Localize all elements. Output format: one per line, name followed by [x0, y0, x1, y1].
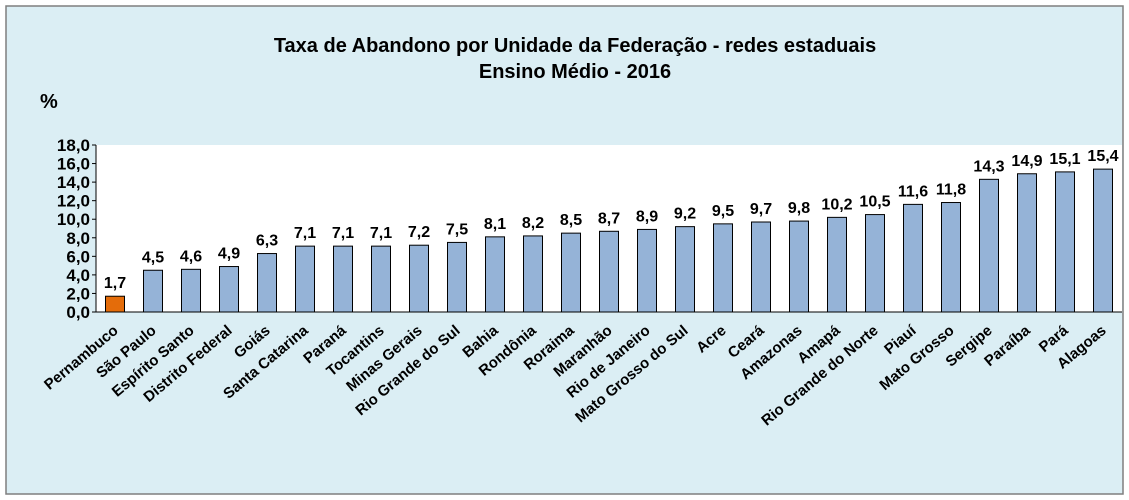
data-label: 7,2 [408, 224, 430, 241]
bar [485, 236, 505, 313]
bar [827, 216, 847, 313]
data-label: 4,9 [218, 246, 240, 263]
bar [713, 223, 733, 313]
bar [143, 269, 163, 313]
bar [333, 245, 353, 313]
bar [181, 268, 201, 313]
bar [523, 235, 543, 313]
data-label: 14,3 [973, 158, 1004, 175]
data-label: 9,7 [750, 201, 772, 218]
bar [865, 214, 885, 313]
bar [295, 245, 315, 313]
bar [371, 245, 391, 313]
data-label: 9,8 [788, 200, 810, 217]
data-label: 8,5 [560, 212, 582, 229]
y-tick-label: 4,0 [66, 266, 90, 285]
bar [979, 178, 999, 313]
data-label: 10,2 [821, 196, 852, 213]
data-label: 6,3 [256, 233, 278, 250]
data-label: 4,5 [142, 249, 164, 266]
data-label: 8,1 [484, 216, 506, 233]
bar [1093, 168, 1113, 313]
y-tick-label: 6,0 [66, 247, 90, 266]
data-label: 7,1 [370, 225, 392, 242]
bar [257, 253, 277, 313]
data-label: 7,1 [294, 225, 316, 242]
bar [637, 228, 657, 313]
data-label: 9,2 [674, 206, 696, 223]
bar [675, 226, 695, 313]
y-tick-label: 8,0 [66, 229, 90, 248]
data-label: 10,5 [859, 194, 890, 211]
y-tick-label: 14,0 [57, 173, 90, 192]
y-tick-label: 10,0 [57, 210, 90, 229]
bar [561, 232, 581, 313]
data-label: 8,2 [522, 215, 544, 232]
y-tick-label: 18,0 [57, 136, 90, 155]
y-tick-label: 12,0 [57, 192, 90, 211]
bar [105, 295, 125, 313]
data-label: 15,4 [1087, 148, 1118, 165]
bar [409, 244, 429, 313]
y-axis-label: % [40, 91, 58, 113]
bar [1055, 171, 1075, 313]
data-label: 9,5 [712, 203, 734, 220]
data-label: 8,9 [636, 208, 658, 225]
data-label: 11,6 [898, 183, 928, 200]
data-label: 4,6 [180, 248, 202, 265]
data-label: 1,7 [104, 275, 126, 292]
data-label: 14,9 [1011, 153, 1042, 170]
bar [447, 241, 467, 313]
data-label: 11,8 [936, 182, 966, 199]
bar [599, 230, 619, 313]
bar [941, 202, 961, 313]
bar [1017, 173, 1037, 313]
y-tick-label: 16,0 [57, 155, 90, 174]
data-label: 15,1 [1049, 151, 1080, 168]
chart-subtitle: Ensino Médio - 2016 [479, 61, 671, 83]
bar [751, 221, 771, 313]
data-label: 7,1 [332, 225, 354, 242]
y-tick-label: 0,0 [66, 303, 90, 322]
chart-title: Taxa de Abandono por Unidade da Federaçã… [274, 35, 876, 57]
data-label: 7,5 [446, 221, 468, 238]
bar [789, 220, 809, 313]
bar [903, 203, 923, 313]
bar [219, 266, 239, 313]
y-tick-label: 2,0 [66, 284, 90, 303]
data-label: 8,7 [598, 210, 620, 227]
